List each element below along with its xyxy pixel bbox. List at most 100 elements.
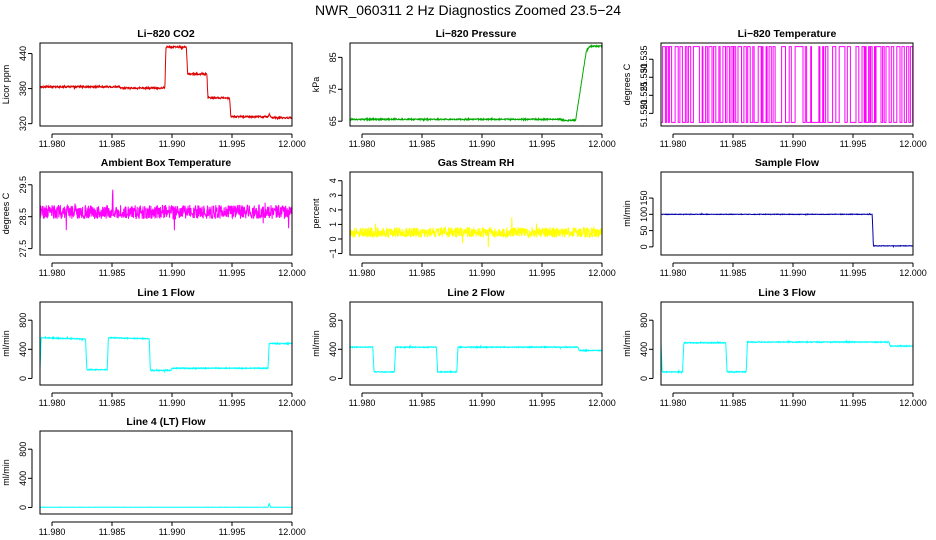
x-tick-label: 11.990 [469, 139, 496, 149]
x-tick-label: 11.990 [469, 398, 496, 408]
chart-panel: Line 4 (LT) Flow 11.980 11.985 11.990 11.995… [1, 416, 306, 537]
x-tick-label: 11.980 [39, 527, 66, 537]
x-tick-label: 11.995 [529, 268, 556, 278]
chart-title: Line 1 Flow [137, 287, 195, 299]
x-tick-label: 11.990 [159, 139, 186, 149]
x-tick-label: 11.985 [720, 398, 747, 408]
y-tick-label: 100 [639, 207, 649, 222]
plot-frame [349, 171, 603, 256]
y-tick-label: 27.5 [18, 240, 28, 258]
y-axis-label: Licor ppm [1, 65, 11, 105]
chart-panel: Gas Stream RH 11.980 11.985 11.990 11.995 12.… [311, 157, 616, 278]
plot-frame [660, 301, 914, 386]
y-tick-label: 2 [328, 207, 338, 212]
y-tick-label: 440 [18, 46, 28, 61]
chart-title: Li−820 Temperature [738, 28, 837, 40]
x-tick-label: 11.990 [780, 139, 807, 149]
chart-panel: Ambient Box Temperature 11.980 11.985 11.99… [1, 157, 306, 278]
series-line [349, 217, 603, 248]
chart-panel: Li−820 CO2 11.980 11.985 11.990 11.995 12.000… [1, 28, 306, 149]
series-line [661, 212, 914, 249]
y-tick-label: 320 [18, 116, 28, 131]
y-tick-label: 51.520 [639, 100, 649, 128]
x-tick-label: 11.995 [219, 268, 246, 278]
chart-panel: Line 3 Flow 11.980 11.985 11.990 11.995 12.00… [622, 287, 927, 408]
chart-title: Line 4 (LT) Flow [126, 416, 206, 428]
x-tick-label: 11.980 [39, 139, 66, 149]
plot-frame [660, 42, 914, 127]
y-axis-label: ml/min [622, 330, 632, 357]
y-tick-label: 0 [18, 505, 28, 510]
y-axis-label: ml/min [1, 459, 11, 486]
y-axis-label: ml/min [311, 330, 321, 357]
plot-frame [39, 171, 293, 256]
y-tick-label: 29.5 [18, 176, 28, 194]
y-tick-label: 800 [18, 442, 28, 457]
x-tick-label: 11.990 [780, 398, 807, 408]
y-axis-label: percent [311, 198, 321, 229]
plot-frame [39, 301, 293, 386]
y-tick-label: 400 [328, 342, 338, 357]
plot-frame [349, 301, 603, 386]
y-tick-label: 150 [639, 191, 649, 206]
chart-panel: Line 2 Flow 11.980 11.985 11.990 11.995 12.00… [311, 287, 616, 408]
y-tick-label: 0 [328, 376, 338, 381]
chart-panel: Sample Flow 11.980 11.985 11.990 11.995 12.00… [622, 157, 927, 278]
y-tick-label: 0 [328, 236, 338, 241]
y-tick-label: 0 [639, 376, 649, 381]
x-tick-label: 11.990 [159, 527, 186, 537]
y-tick-label: 85 [328, 52, 338, 62]
y-tick-label: 50 [639, 226, 649, 236]
x-tick-label: 11.995 [219, 139, 246, 149]
x-tick-label: 12.000 [278, 268, 306, 278]
series-line [39, 335, 293, 374]
y-tick-label: 0 [18, 376, 28, 381]
panels: Li−820 CO2 11.980 11.985 11.990 11.995 12.000… [1, 28, 927, 537]
y-tick-label: 400 [18, 342, 28, 357]
y-tick-label: 800 [639, 313, 649, 328]
x-tick-label: 12.000 [278, 139, 306, 149]
series-line [39, 502, 293, 509]
x-tick-label: 11.980 [349, 139, 376, 149]
plot-frame [39, 42, 293, 127]
y-tick-label: 51.525 [639, 82, 649, 110]
y-tick-label: 75 [328, 84, 338, 94]
series-line [660, 339, 914, 375]
series-line [349, 344, 603, 374]
y-tick-label: 1 [328, 222, 338, 227]
x-tick-label: 12.000 [899, 268, 927, 278]
y-axis-label: ml/min [1, 330, 11, 357]
x-tick-label: 11.985 [99, 139, 126, 149]
x-tick-label: 11.980 [39, 398, 66, 408]
x-tick-label: 11.985 [99, 398, 126, 408]
series-line [661, 46, 914, 123]
chart-panel: Li−820 Temperature 11.980 11.985 11.990 11.9… [622, 28, 927, 149]
chart-title: Line 3 Flow [758, 287, 816, 299]
series-line [349, 43, 603, 123]
y-tick-label: 3 [328, 193, 338, 198]
chart-panel: Li−820 Pressure 11.980 11.985 11.990 11.995 1… [311, 28, 616, 149]
plot-frame [660, 171, 914, 256]
x-tick-label: 12.000 [588, 268, 616, 278]
y-tick-label: 800 [18, 313, 28, 328]
y-tick-label: 400 [639, 342, 649, 357]
x-tick-label: 12.000 [278, 398, 306, 408]
x-tick-label: 11.985 [99, 527, 126, 537]
x-tick-label: 11.990 [780, 268, 807, 278]
chart-title: Ambient Box Temperature [101, 157, 232, 169]
x-tick-label: 11.995 [840, 268, 867, 278]
chart-title: Li−820 CO2 [137, 28, 195, 40]
series-line [39, 189, 293, 231]
x-tick-label: 11.980 [660, 398, 687, 408]
x-tick-label: 11.985 [409, 139, 436, 149]
plot-frame [39, 430, 293, 515]
x-tick-label: 11.985 [409, 398, 436, 408]
x-tick-label: 12.000 [588, 398, 616, 408]
chart-panel: Line 1 Flow 11.980 11.985 11.990 11.995 12.00… [1, 287, 306, 408]
y-tick-label: 65 [328, 116, 338, 126]
y-tick-label: 0 [639, 244, 649, 249]
x-tick-label: 11.995 [219, 398, 246, 408]
x-tick-label: 12.000 [588, 139, 616, 149]
x-tick-label: 11.985 [720, 139, 747, 149]
